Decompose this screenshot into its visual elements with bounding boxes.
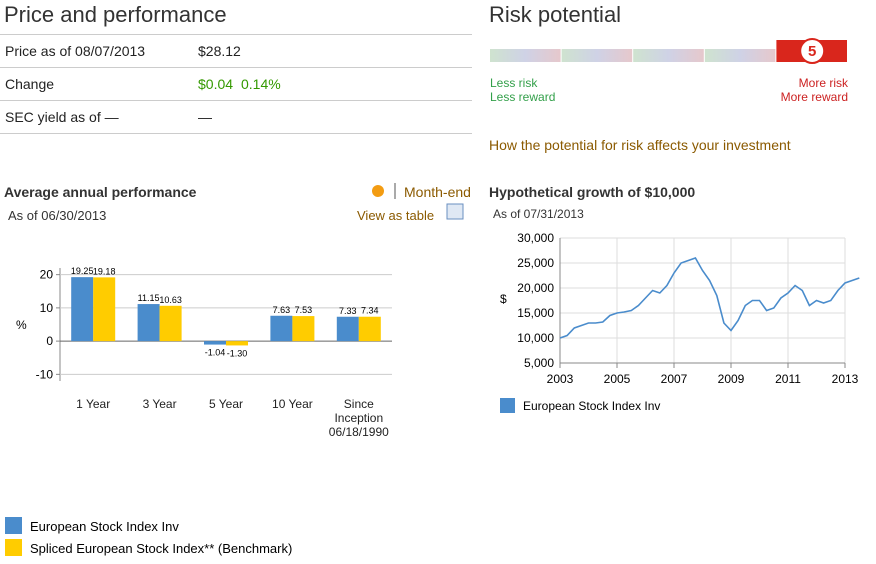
- bar: [226, 341, 248, 346]
- y-tick-label: 5,000: [524, 356, 554, 370]
- x-tick-label: 3 Year: [142, 397, 177, 411]
- line-series: [559, 257, 860, 339]
- y-tick-label: 0: [46, 334, 53, 348]
- x-tick-label: 2003: [547, 372, 574, 386]
- value-label: -1.04: [205, 348, 226, 358]
- table-row: Price as of 08/07/2013 $28.12: [0, 35, 472, 68]
- bar: [159, 305, 182, 342]
- month-end-icon: [372, 185, 384, 197]
- bar: [270, 315, 293, 342]
- y-tick-label: 25,000: [517, 256, 554, 270]
- x-tick-label: 2009: [718, 372, 745, 386]
- chart-subtitle: As of 06/30/2013: [8, 208, 107, 223]
- risk-low-label: Less risk: [490, 76, 538, 90]
- legend-swatch: [5, 539, 22, 556]
- section-title: Risk potential: [489, 2, 622, 27]
- legend-label: European Stock Index Inv: [30, 519, 179, 534]
- bar: [336, 316, 359, 342]
- value-label: 7.63: [273, 305, 291, 315]
- y-axis-label: %: [16, 318, 27, 332]
- row-label: Change: [5, 76, 55, 92]
- risk-low-label: Less reward: [490, 90, 556, 104]
- bar: [358, 316, 381, 342]
- risk-segment: [633, 49, 704, 62]
- risk-segment: [561, 49, 633, 62]
- table-row: SEC yield as of — —: [0, 101, 472, 134]
- row-label: SEC yield as of —: [5, 109, 119, 125]
- bar: [93, 277, 116, 342]
- row-value: 0.14%: [241, 76, 281, 92]
- value-label: 19.18: [93, 266, 116, 276]
- divider: [0, 34, 472, 35]
- y-tick-label: 10,000: [517, 331, 554, 345]
- risk-high: More risk More reward: [781, 76, 848, 104]
- x-tick-label: 1 Year: [76, 397, 111, 411]
- row-label: Price as of 08/07/2013: [5, 43, 146, 59]
- value-label: 10.63: [159, 295, 182, 305]
- table-row: Change $0.04 0.14%: [0, 68, 472, 101]
- bar: [204, 341, 226, 345]
- legend-swatch: [5, 517, 22, 534]
- chart-subtitle: As of 07/31/2013: [493, 207, 584, 221]
- legend-label: European Stock Index Inv: [523, 399, 660, 413]
- risk-segment: [490, 49, 561, 62]
- risk-segment: [704, 49, 776, 62]
- y-tick-label: 20,000: [517, 281, 554, 295]
- bar: [71, 277, 94, 342]
- risk-link[interactable]: How the potential for risk affects your …: [489, 137, 791, 153]
- table-icon: [446, 203, 464, 220]
- x-tick-label: Since Inception 06/18/1990: [328, 397, 389, 439]
- y-axis-label: $: [500, 292, 507, 306]
- value-label: 7.53: [295, 305, 313, 315]
- value-label: 19.25: [71, 266, 94, 276]
- y-tick-label: 30,000: [517, 231, 554, 245]
- row-value: $0.04: [198, 76, 234, 92]
- value-label: -1.30: [227, 348, 248, 358]
- legend-swatch: [500, 398, 515, 413]
- risk-high-label: More reward: [780, 90, 848, 104]
- value-label: 7.33: [339, 306, 357, 316]
- row-value: —: [198, 109, 212, 125]
- value-label: 11.15: [138, 293, 160, 303]
- month-end-link[interactable]: Month-end: [404, 184, 471, 200]
- bar: [137, 304, 160, 342]
- x-tick-label: 2007: [661, 372, 688, 386]
- legend-label: Spliced European Stock Index** (Benchmar…: [30, 541, 292, 556]
- risk-high-label: More risk: [798, 76, 848, 90]
- risk-level-badge: [799, 38, 826, 64]
- x-tick-label: 2013: [832, 372, 859, 386]
- value-label: 7.34: [361, 306, 379, 316]
- y-tick-label: 20: [40, 268, 54, 282]
- chart-title: Average annual performance: [4, 184, 197, 200]
- x-tick-label: 2011: [775, 372, 801, 386]
- y-tick-label: -10: [36, 367, 54, 381]
- x-tick-label: 10 Year: [272, 397, 313, 411]
- row-value: $28.12: [198, 43, 241, 59]
- risk-level: 5: [808, 43, 816, 60]
- risk-low: Less risk Less reward: [490, 76, 555, 104]
- x-tick-label: 2005: [604, 372, 631, 386]
- view-table-link[interactable]: View as table: [357, 208, 435, 223]
- x-tick-label: 5 Year: [208, 397, 244, 411]
- bar: [292, 316, 315, 342]
- y-tick-label: 10: [40, 301, 54, 315]
- section-title: Price and performance: [4, 2, 227, 27]
- y-tick-label: 15,000: [517, 306, 554, 320]
- chart-title: Hypothetical growth of $10,000: [489, 184, 696, 200]
